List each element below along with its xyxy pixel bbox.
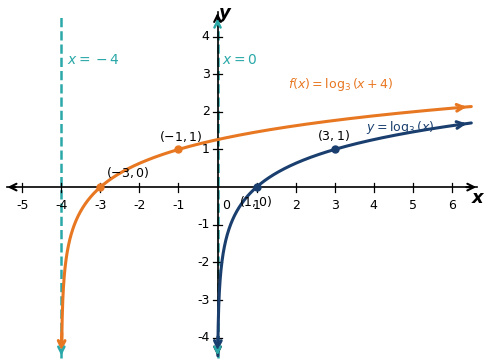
Text: -2: -2	[197, 256, 210, 269]
Text: $x = -4$: $x = -4$	[67, 53, 120, 68]
Text: -1: -1	[172, 199, 185, 212]
Text: $(-1, 1)$: $(-1, 1)$	[159, 129, 203, 144]
Text: 4: 4	[370, 199, 377, 212]
Text: 3: 3	[331, 199, 338, 212]
Text: -3: -3	[197, 294, 210, 306]
Text: 3: 3	[202, 68, 210, 81]
Text: -3: -3	[94, 199, 107, 212]
Text: -5: -5	[16, 199, 29, 212]
Text: $(3, 1)$: $(3, 1)$	[317, 128, 350, 143]
Text: -2: -2	[133, 199, 146, 212]
Text: $f(x) = \log_3(x + 4)$: $f(x) = \log_3(x + 4)$	[288, 76, 393, 93]
Text: 5: 5	[409, 199, 417, 212]
Text: $(-3, 0)$: $(-3, 0)$	[106, 165, 150, 180]
Text: 1: 1	[253, 199, 261, 212]
Text: 4: 4	[202, 30, 210, 43]
Text: y: y	[219, 4, 230, 22]
Text: 6: 6	[448, 199, 456, 212]
Text: $x = 0$: $x = 0$	[222, 53, 258, 68]
Text: 0: 0	[222, 199, 230, 212]
Text: -1: -1	[197, 218, 210, 231]
Text: -4: -4	[55, 199, 68, 212]
Text: -4: -4	[197, 331, 210, 344]
Text: 1: 1	[202, 143, 210, 156]
Text: $y = \log_3(x)$: $y = \log_3(x)$	[366, 119, 434, 136]
Text: 2: 2	[202, 105, 210, 118]
Text: 2: 2	[292, 199, 300, 212]
Text: x: x	[471, 189, 483, 207]
Text: $(1, 0)$: $(1, 0)$	[239, 194, 272, 209]
